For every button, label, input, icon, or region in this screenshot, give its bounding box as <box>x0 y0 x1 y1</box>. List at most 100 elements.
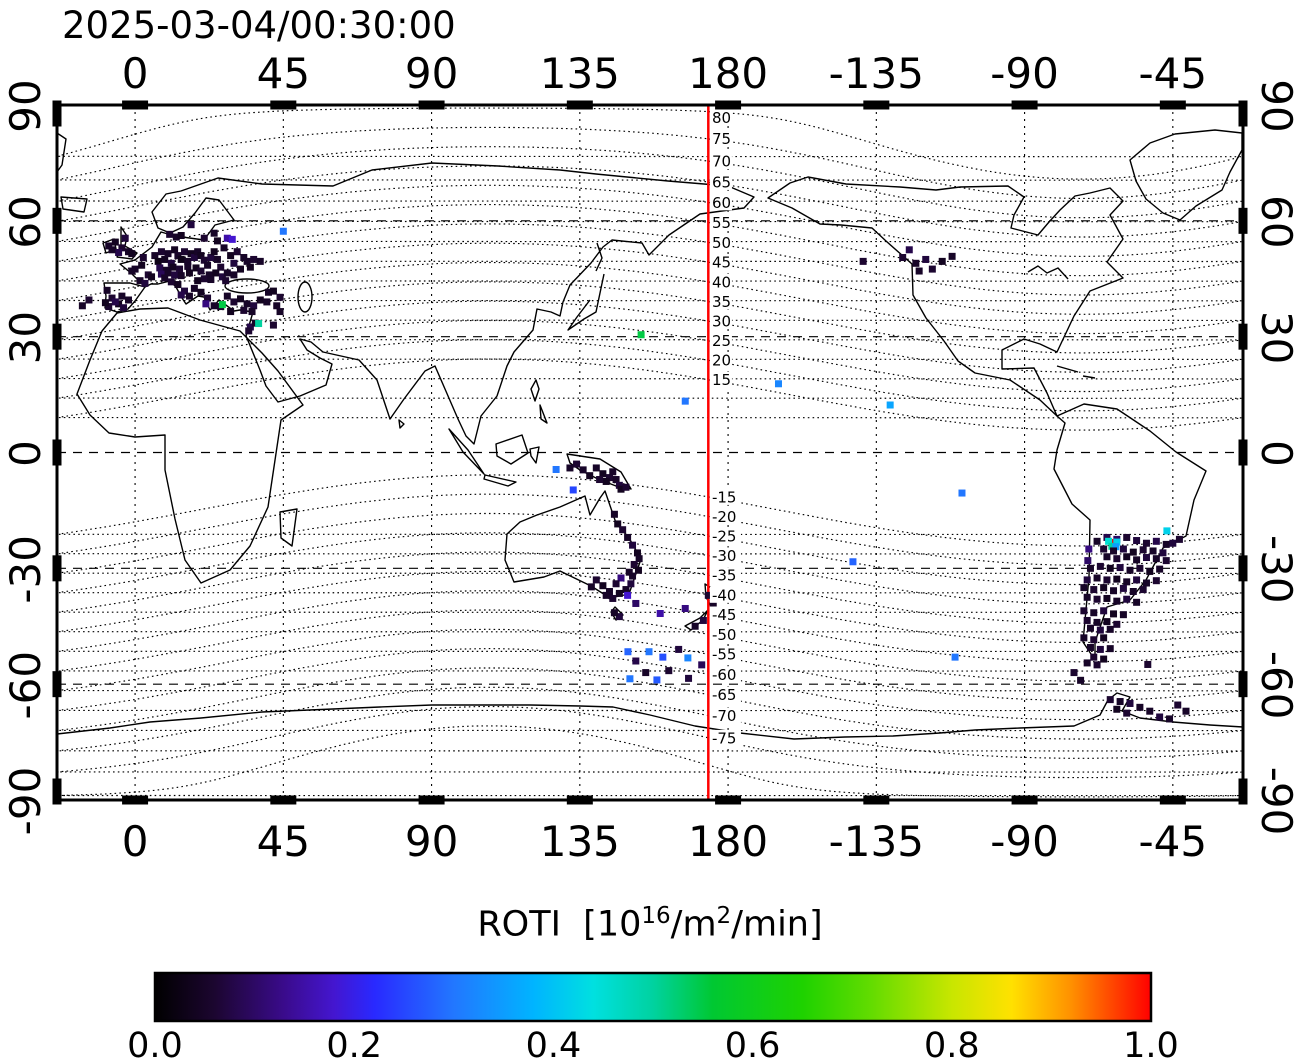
roti-point <box>1129 588 1137 595</box>
roti-point <box>1096 562 1104 570</box>
contour-label: -40 <box>712 586 737 604</box>
roti-point <box>592 576 600 584</box>
roti-point <box>120 304 128 312</box>
contour-line <box>56 532 1242 605</box>
roti-point <box>217 263 225 271</box>
roti-point <box>237 295 245 303</box>
roti-point <box>1080 584 1088 592</box>
contour-label-bg <box>709 173 732 190</box>
axis-tick-label: 180 <box>688 49 768 98</box>
contour-line <box>56 146 1242 219</box>
roti-point <box>230 259 238 267</box>
roti-point <box>1119 611 1127 619</box>
roti-point <box>118 292 126 300</box>
roti-point <box>171 246 179 254</box>
axis-tick-label: 0 <box>122 49 149 98</box>
roti-point <box>255 320 263 328</box>
timestamp: 2025-03-04/00:30:00 <box>62 4 456 47</box>
roti-point <box>622 483 630 491</box>
axis-tick-label: 135 <box>540 817 620 866</box>
roti-point <box>624 591 632 599</box>
colorbar-title-exp2: 2 <box>716 903 732 929</box>
roti-point <box>248 308 256 316</box>
axis-tick-label: 30 <box>1 311 50 364</box>
axis-tick <box>418 795 445 805</box>
roti-point <box>223 269 231 277</box>
colorbar-tick-label: 0.4 <box>526 1026 582 1064</box>
colorbar: 0.0 0.2 0.4 0.6 0.8 1.0 <box>127 971 1179 1064</box>
roti-point <box>665 667 673 675</box>
colorbar-title-suffix: /min] <box>731 904 823 945</box>
roti-point <box>1182 707 1190 715</box>
roti-point <box>245 327 253 335</box>
axis-tick <box>52 323 62 350</box>
grid-lines <box>57 105 1243 800</box>
axis-tick <box>1011 795 1038 805</box>
contour-label-bg <box>709 352 732 369</box>
contour-label-bg <box>709 152 732 169</box>
coastline-africa <box>76 307 304 584</box>
contour-line <box>56 107 1242 180</box>
roti-point <box>161 274 169 282</box>
roti-point <box>1174 701 1182 709</box>
roti-point <box>265 288 273 296</box>
contour-label-bg <box>709 686 741 703</box>
axis-tick <box>52 555 62 582</box>
roti-point <box>615 481 623 489</box>
roti-point <box>610 609 618 617</box>
roti-point <box>1108 542 1116 550</box>
roti-point <box>200 256 208 264</box>
roti-point <box>121 234 129 242</box>
roti-point <box>246 263 254 271</box>
axis-tick-label: 0 <box>1252 440 1296 467</box>
roti-point <box>699 616 707 624</box>
roti-point <box>273 302 281 310</box>
roti-point <box>592 464 600 472</box>
roti-point <box>210 229 218 237</box>
roti-point <box>915 267 923 275</box>
axis-tick <box>122 100 149 110</box>
roti-point <box>210 248 218 256</box>
roti-point <box>101 299 109 307</box>
roti-point <box>269 287 277 295</box>
roti-point <box>1139 586 1147 594</box>
roti-point <box>1106 625 1114 633</box>
roti-point <box>1162 540 1170 548</box>
colorbar-title: ROTI [1016/m2/min] <box>477 903 822 945</box>
colorbar-tick-label: 1.0 <box>1123 1026 1179 1064</box>
roti-point <box>223 234 231 242</box>
roti-point <box>1163 527 1171 535</box>
roti-data-points <box>78 221 1190 723</box>
roti-point <box>276 308 284 316</box>
roti-point <box>617 485 625 493</box>
roti-point <box>228 235 236 243</box>
roti-point <box>1133 598 1141 606</box>
contour-line <box>56 628 1242 701</box>
roti-point <box>174 281 182 289</box>
roti-point <box>171 271 179 279</box>
contour-label-bg <box>709 313 732 330</box>
axis-tick <box>52 671 62 698</box>
axis-tick-label: -30 <box>1252 535 1296 604</box>
roti-point <box>187 221 195 229</box>
roti-point <box>938 257 946 265</box>
coastline-great-lakes <box>1027 265 1069 280</box>
axis-tick <box>1238 100 1248 127</box>
axis-tick <box>270 100 297 110</box>
roti-point <box>691 622 699 630</box>
roti-point <box>180 248 188 256</box>
roti-point <box>207 276 215 284</box>
roti-point <box>1093 661 1101 669</box>
roti-point <box>1169 539 1177 547</box>
contour-label: -50 <box>712 626 737 644</box>
roti-point <box>566 464 574 472</box>
roti-point <box>645 648 653 656</box>
roti-point <box>164 269 172 277</box>
roti-point <box>1077 676 1085 684</box>
contour-label: 45 <box>712 254 731 272</box>
roti-point <box>614 520 622 528</box>
contour-label-bg <box>709 214 732 231</box>
roti-point <box>625 568 633 576</box>
roti-point <box>1083 659 1091 667</box>
axis-tick <box>1238 439 1248 466</box>
